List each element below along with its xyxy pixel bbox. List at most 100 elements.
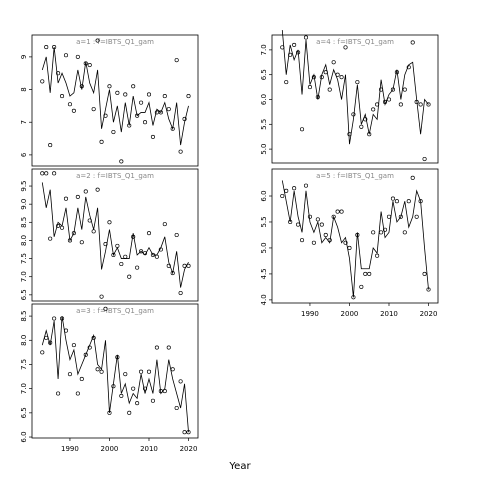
data-point (123, 372, 128, 377)
data-point (44, 335, 49, 340)
data-point (44, 45, 49, 50)
data-point (178, 290, 183, 296)
data-point (422, 156, 427, 162)
data-point (319, 222, 324, 227)
data-point (99, 294, 104, 299)
x-tick-label: 2000 (101, 445, 119, 453)
panel-frame (31, 303, 199, 439)
data-point (123, 92, 128, 97)
y-tick-label: 6.5 (20, 407, 28, 418)
data-point (146, 231, 152, 236)
y-tick-label: 8.5 (20, 217, 28, 228)
data-point (91, 107, 96, 112)
data-point (162, 94, 167, 99)
data-point (40, 79, 45, 84)
data-point (103, 306, 108, 311)
data-point (426, 102, 431, 107)
data-point (166, 107, 171, 112)
y-tick-label: 8.0 (20, 335, 28, 346)
x-tick-label: 2010 (380, 310, 398, 318)
y-tick-label: 9.5 (20, 180, 28, 191)
data-point (339, 209, 344, 214)
data-point (307, 85, 312, 90)
y-tick-label: 6 (20, 152, 28, 157)
y-tick-label: 4.0 (260, 294, 268, 305)
y-tick-label: 5.5 (260, 216, 268, 227)
panel-title: a=1 : f=IBTS_Q1_gam (76, 38, 154, 46)
data-point (367, 271, 372, 276)
data-point (83, 61, 88, 66)
data-point (56, 71, 61, 76)
data-point (296, 222, 301, 227)
data-point (48, 143, 53, 148)
y-tick-label: 9.0 (20, 199, 28, 210)
x-tick-label: 2020 (420, 310, 438, 318)
y-tick-label: 7.5 (20, 359, 28, 370)
data-point (299, 238, 305, 243)
data-point (343, 240, 348, 245)
data-point (178, 379, 183, 384)
data-point (135, 401, 140, 406)
data-point (146, 369, 152, 374)
fit-line (41, 316, 189, 433)
data-point (158, 110, 163, 115)
data-point (339, 75, 344, 80)
y-tick-label: 5.5 (260, 119, 268, 130)
data-point (99, 139, 104, 144)
data-point (40, 350, 45, 355)
y-tick-label: 6.5 (260, 69, 268, 80)
y-tick-label: 5.0 (260, 242, 268, 253)
data-point (107, 84, 112, 89)
y-tick-label: 9 (20, 55, 28, 59)
panel-title: a=5 : f=IBTS_Q1_gam (316, 172, 394, 180)
data-point (79, 240, 84, 245)
data-point (292, 186, 297, 191)
data-point (414, 214, 419, 219)
y-tick-label: 7.0 (20, 383, 28, 394)
data-point (355, 80, 360, 85)
data-point (394, 199, 399, 204)
data-point (75, 391, 80, 396)
y-tick-label: 7.0 (260, 44, 268, 55)
data-point (303, 35, 309, 40)
panel-title: a=4 : f=IBTS_Q1_gam (316, 38, 394, 46)
y-tick-label: 8.5 (20, 311, 28, 322)
data-point (323, 232, 328, 238)
data-point (139, 369, 144, 374)
data-point (150, 398, 155, 403)
fit-line (281, 30, 429, 145)
data-point (59, 94, 65, 99)
data-point (315, 217, 320, 222)
x-tick-label: 2000 (341, 310, 359, 318)
data-point (331, 60, 336, 65)
y-tick-label: 5.0 (260, 144, 268, 155)
data-point (418, 102, 423, 107)
data-point (115, 90, 120, 95)
y-tick-label: 7.5 (20, 253, 28, 264)
data-point (390, 196, 395, 201)
data-point (299, 127, 305, 132)
y-tick-label: 4.5 (260, 268, 268, 279)
data-point (56, 223, 61, 228)
data-point (146, 92, 152, 97)
data-point (75, 54, 80, 59)
data-point (186, 94, 191, 99)
data-point (75, 194, 80, 199)
data-point (402, 230, 407, 235)
data-point (375, 253, 380, 258)
data-point (95, 367, 100, 372)
data-point (111, 129, 116, 135)
data-point (359, 124, 364, 129)
data-point (303, 183, 309, 188)
data-point (410, 40, 415, 45)
data-point (95, 38, 100, 43)
data-point (406, 199, 411, 204)
data-point (142, 120, 148, 125)
data-point (67, 102, 72, 107)
data-point (150, 134, 155, 139)
data-point (119, 159, 124, 164)
data-point (71, 343, 76, 348)
data-point (63, 196, 69, 201)
data-point (327, 87, 332, 92)
data-point (343, 45, 348, 50)
